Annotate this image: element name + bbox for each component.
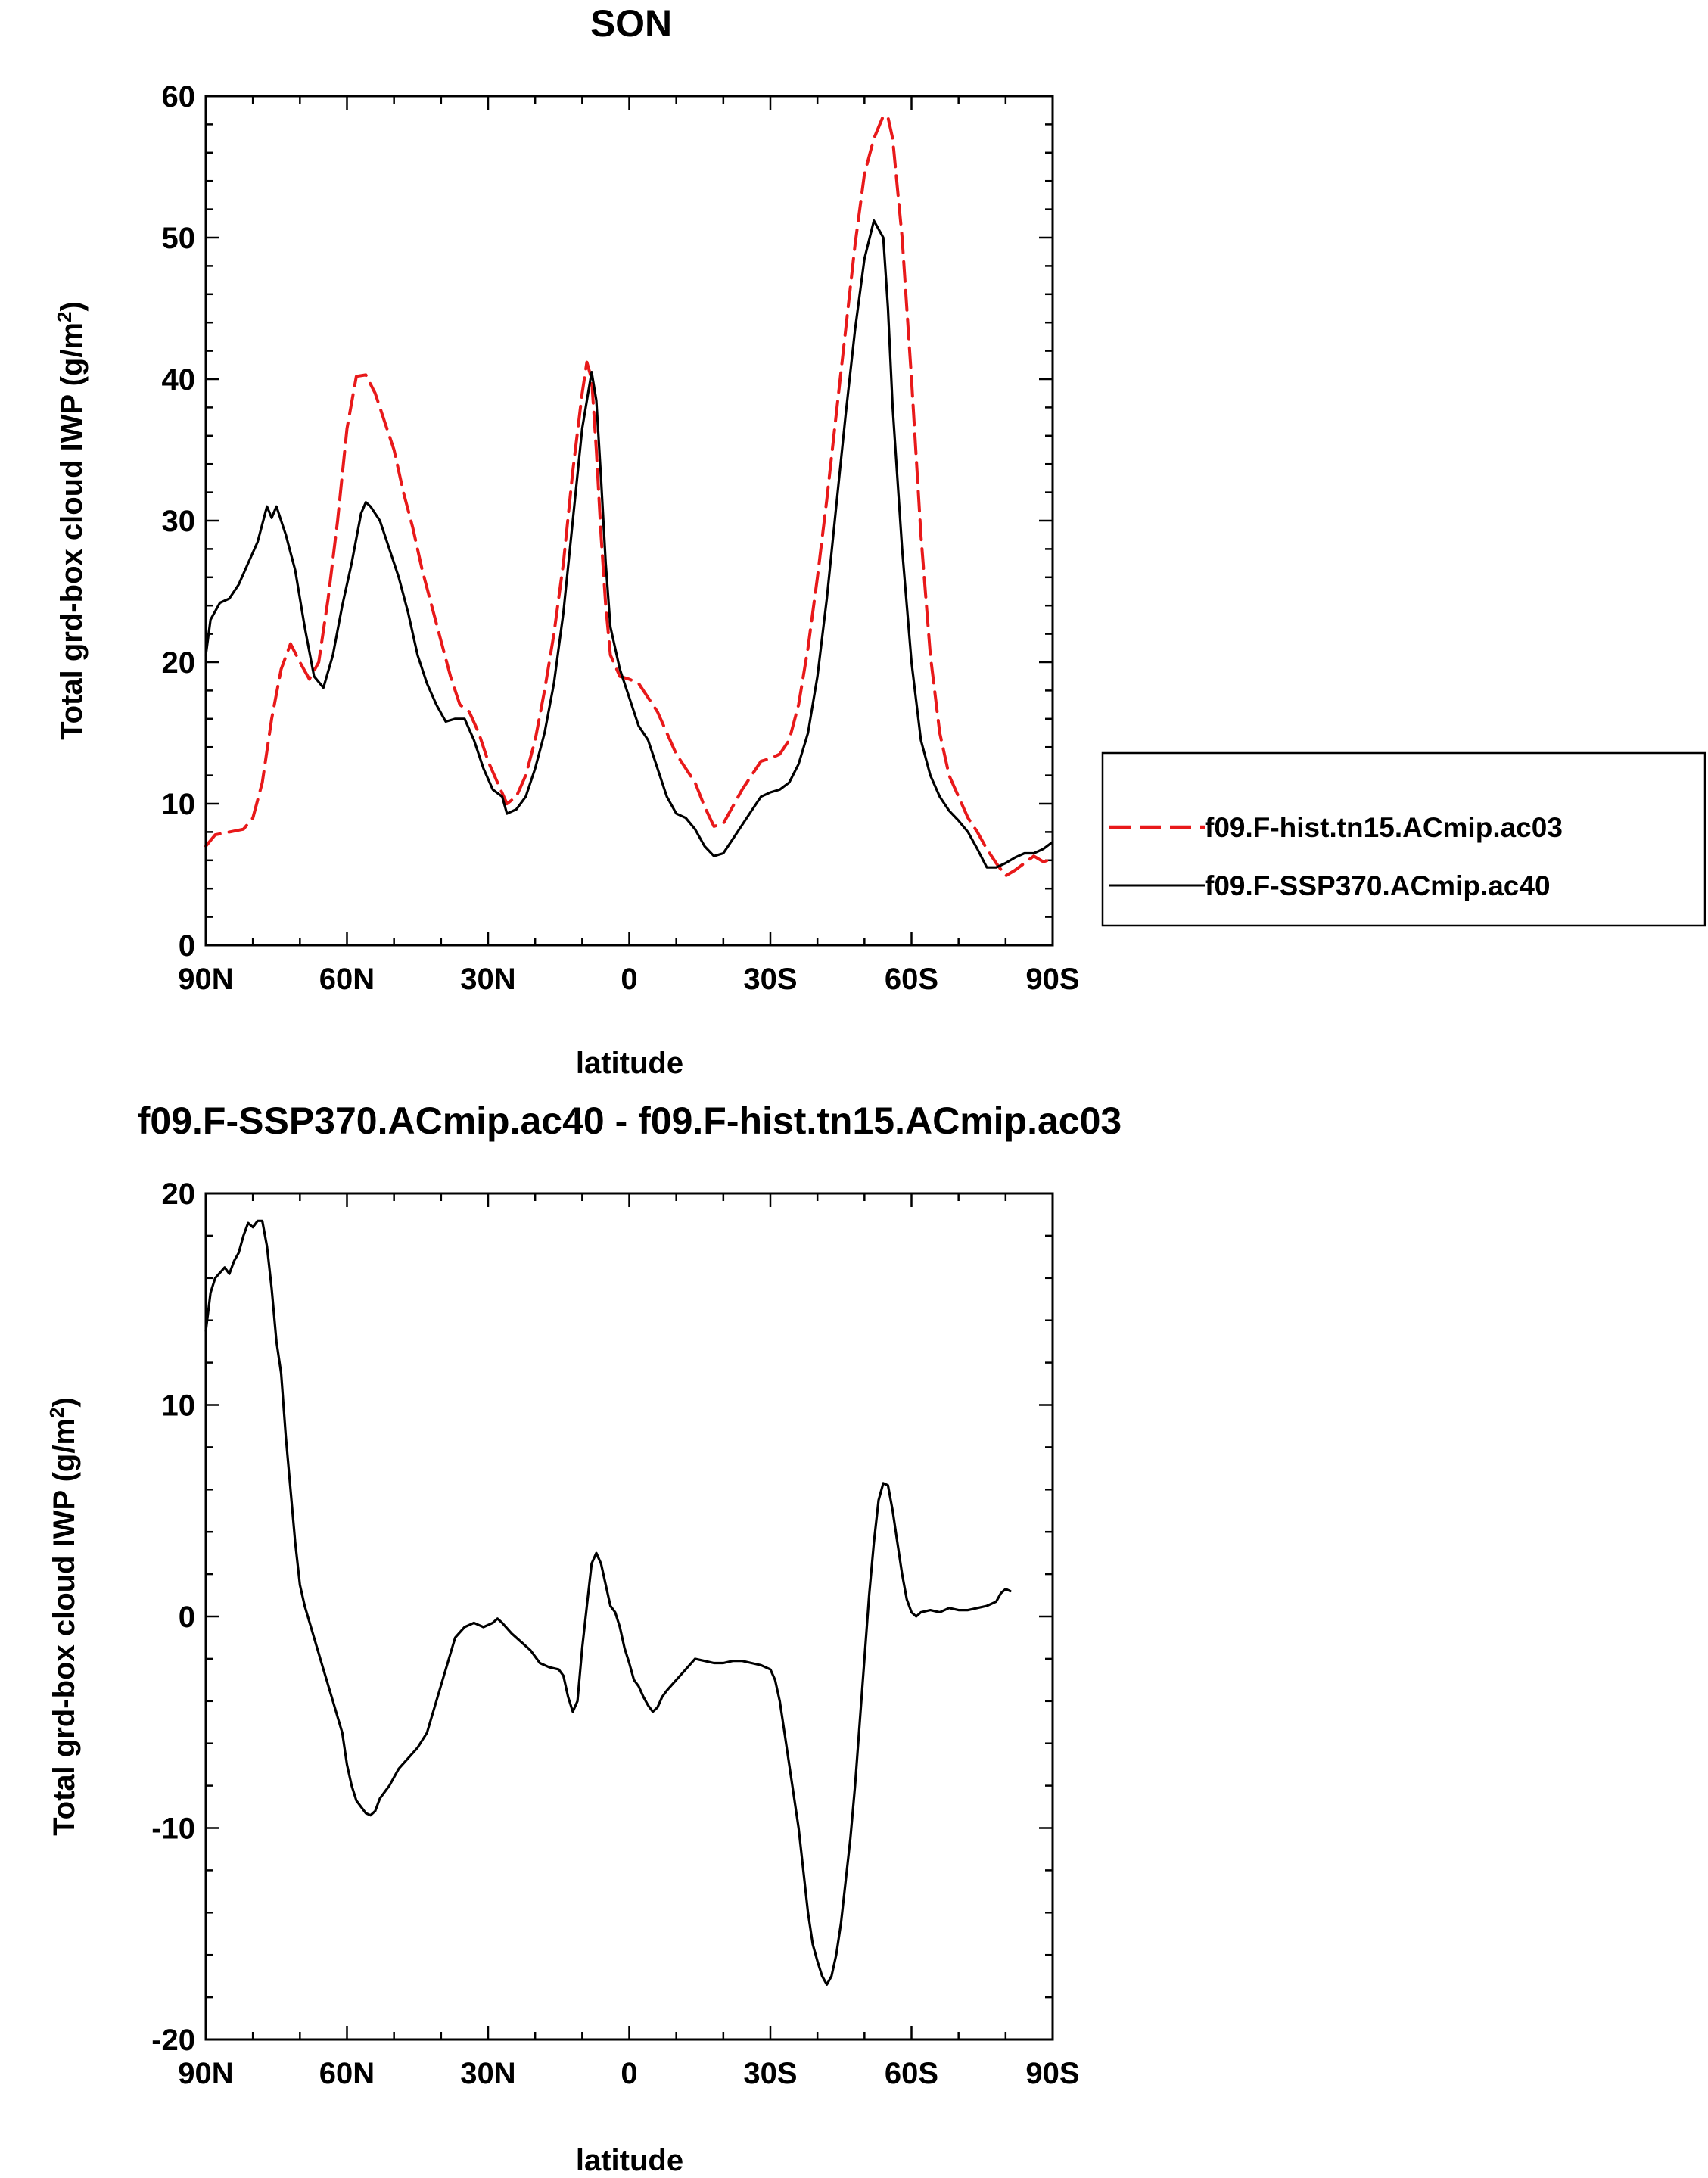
top-chart-x-axis-title: latitude bbox=[576, 1047, 683, 1080]
bottom-y-axis-title-sup: 2 bbox=[45, 1408, 68, 1418]
legend-label-ssp370: f09.F-SSP370.ACmip.ac40 bbox=[1205, 870, 1551, 901]
top-x-tick-label: 0 bbox=[621, 963, 637, 996]
bottom-y-tick-label: -10 bbox=[151, 1812, 195, 1846]
top-y-axis-title-main: Total grd-box cloud IWP (g/m bbox=[55, 322, 89, 740]
top-x-tick-label: 60N bbox=[319, 963, 375, 996]
top-chart-title: SON bbox=[590, 2, 672, 45]
bottom-x-tick-label: 60S bbox=[885, 2057, 938, 2090]
bottom-chart-tick-labels: -20 -10 0 10 20 90N 60N 30N 0 30S 60S 90S bbox=[151, 1178, 1079, 2090]
bottom-chart-y-axis-title: Total grd-box cloud IWP (g/m2) bbox=[45, 1397, 81, 1836]
bottom-x-tick-label: 90S bbox=[1025, 2057, 1079, 2090]
top-x-tick-label: 90N bbox=[178, 963, 233, 996]
bottom-y-tick-label: 10 bbox=[162, 1389, 196, 1423]
bottom-x-tick-label: 60N bbox=[319, 2057, 375, 2090]
top-y-tick-label: 20 bbox=[162, 646, 196, 680]
top-x-tick-label: 60S bbox=[885, 963, 938, 996]
top-y-tick-label: 50 bbox=[162, 222, 196, 255]
top-series-line-2 bbox=[204, 219, 1054, 869]
top-y-tick-label: 0 bbox=[179, 929, 195, 963]
bottom-chart-x-axis-title: latitude bbox=[576, 2144, 683, 2177]
bottom-y-tick-label: 20 bbox=[162, 1178, 196, 1211]
bottom-chart-lines bbox=[204, 1219, 1012, 1986]
bottom-series-line-1 bbox=[204, 1219, 1012, 1986]
legend-label-hist: f09.F-hist.tn15.ACmip.ac03 bbox=[1205, 812, 1563, 843]
top-chart-lines bbox=[204, 114, 1054, 878]
legend: f09.F-hist.tn15.ACmip.ac03 f09.F-SSP370.… bbox=[1101, 751, 1706, 927]
top-y-axis-title-close: ) bbox=[55, 301, 89, 311]
top-y-axis-title-sup: 2 bbox=[53, 312, 76, 322]
top-chart-tick-labels: 0 10 20 30 40 50 60 90N 60N 30N 0 30S 60S 90S bbox=[162, 80, 1080, 996]
bottom-x-tick-label: 90N bbox=[178, 2057, 233, 2090]
top-y-tick-label: 60 bbox=[162, 80, 196, 114]
legend-box bbox=[1101, 751, 1706, 927]
top-x-tick-label: 90S bbox=[1025, 963, 1079, 996]
bottom-y-axis-title-close: ) bbox=[48, 1397, 81, 1407]
bottom-y-tick-label: 0 bbox=[179, 1601, 195, 1634]
top-y-tick-label: 40 bbox=[162, 363, 196, 397]
bottom-chart-title: f09.F-SSP370.ACmip.ac40 - f09.F-hist.tn1… bbox=[138, 1100, 1122, 1142]
bottom-chart: f09.F-SSP370.ACmip.ac40 - f09.F-hist.tn1… bbox=[45, 1100, 1122, 2177]
bottom-x-tick-label: 0 bbox=[621, 2057, 637, 2090]
bottom-y-tick-label: -20 bbox=[151, 2024, 195, 2057]
bottom-y-axis-title-main: Total grd-box cloud IWP (g/m bbox=[48, 1418, 81, 1836]
top-y-tick-label: 10 bbox=[162, 788, 196, 821]
top-x-tick-label: 30S bbox=[743, 963, 797, 996]
bottom-chart-plot-frame bbox=[204, 1192, 1054, 2041]
top-chart-y-axis-title: Total grd-box cloud IWP (g/m2) bbox=[53, 301, 89, 740]
top-y-tick-label: 30 bbox=[162, 505, 196, 538]
top-x-tick-label: 30N bbox=[460, 963, 515, 996]
top-series-line-1 bbox=[204, 114, 1054, 878]
top-chart-ticks bbox=[204, 95, 1054, 947]
top-chart-plot-frame bbox=[204, 95, 1054, 947]
bottom-x-tick-label: 30S bbox=[743, 2057, 797, 2090]
top-chart: SON 0 10 20 30 40 50 60 90N 60N 30N 0 30S 60S 90S lat… bbox=[53, 2, 1706, 1080]
bottom-x-tick-label: 30N bbox=[460, 2057, 515, 2090]
